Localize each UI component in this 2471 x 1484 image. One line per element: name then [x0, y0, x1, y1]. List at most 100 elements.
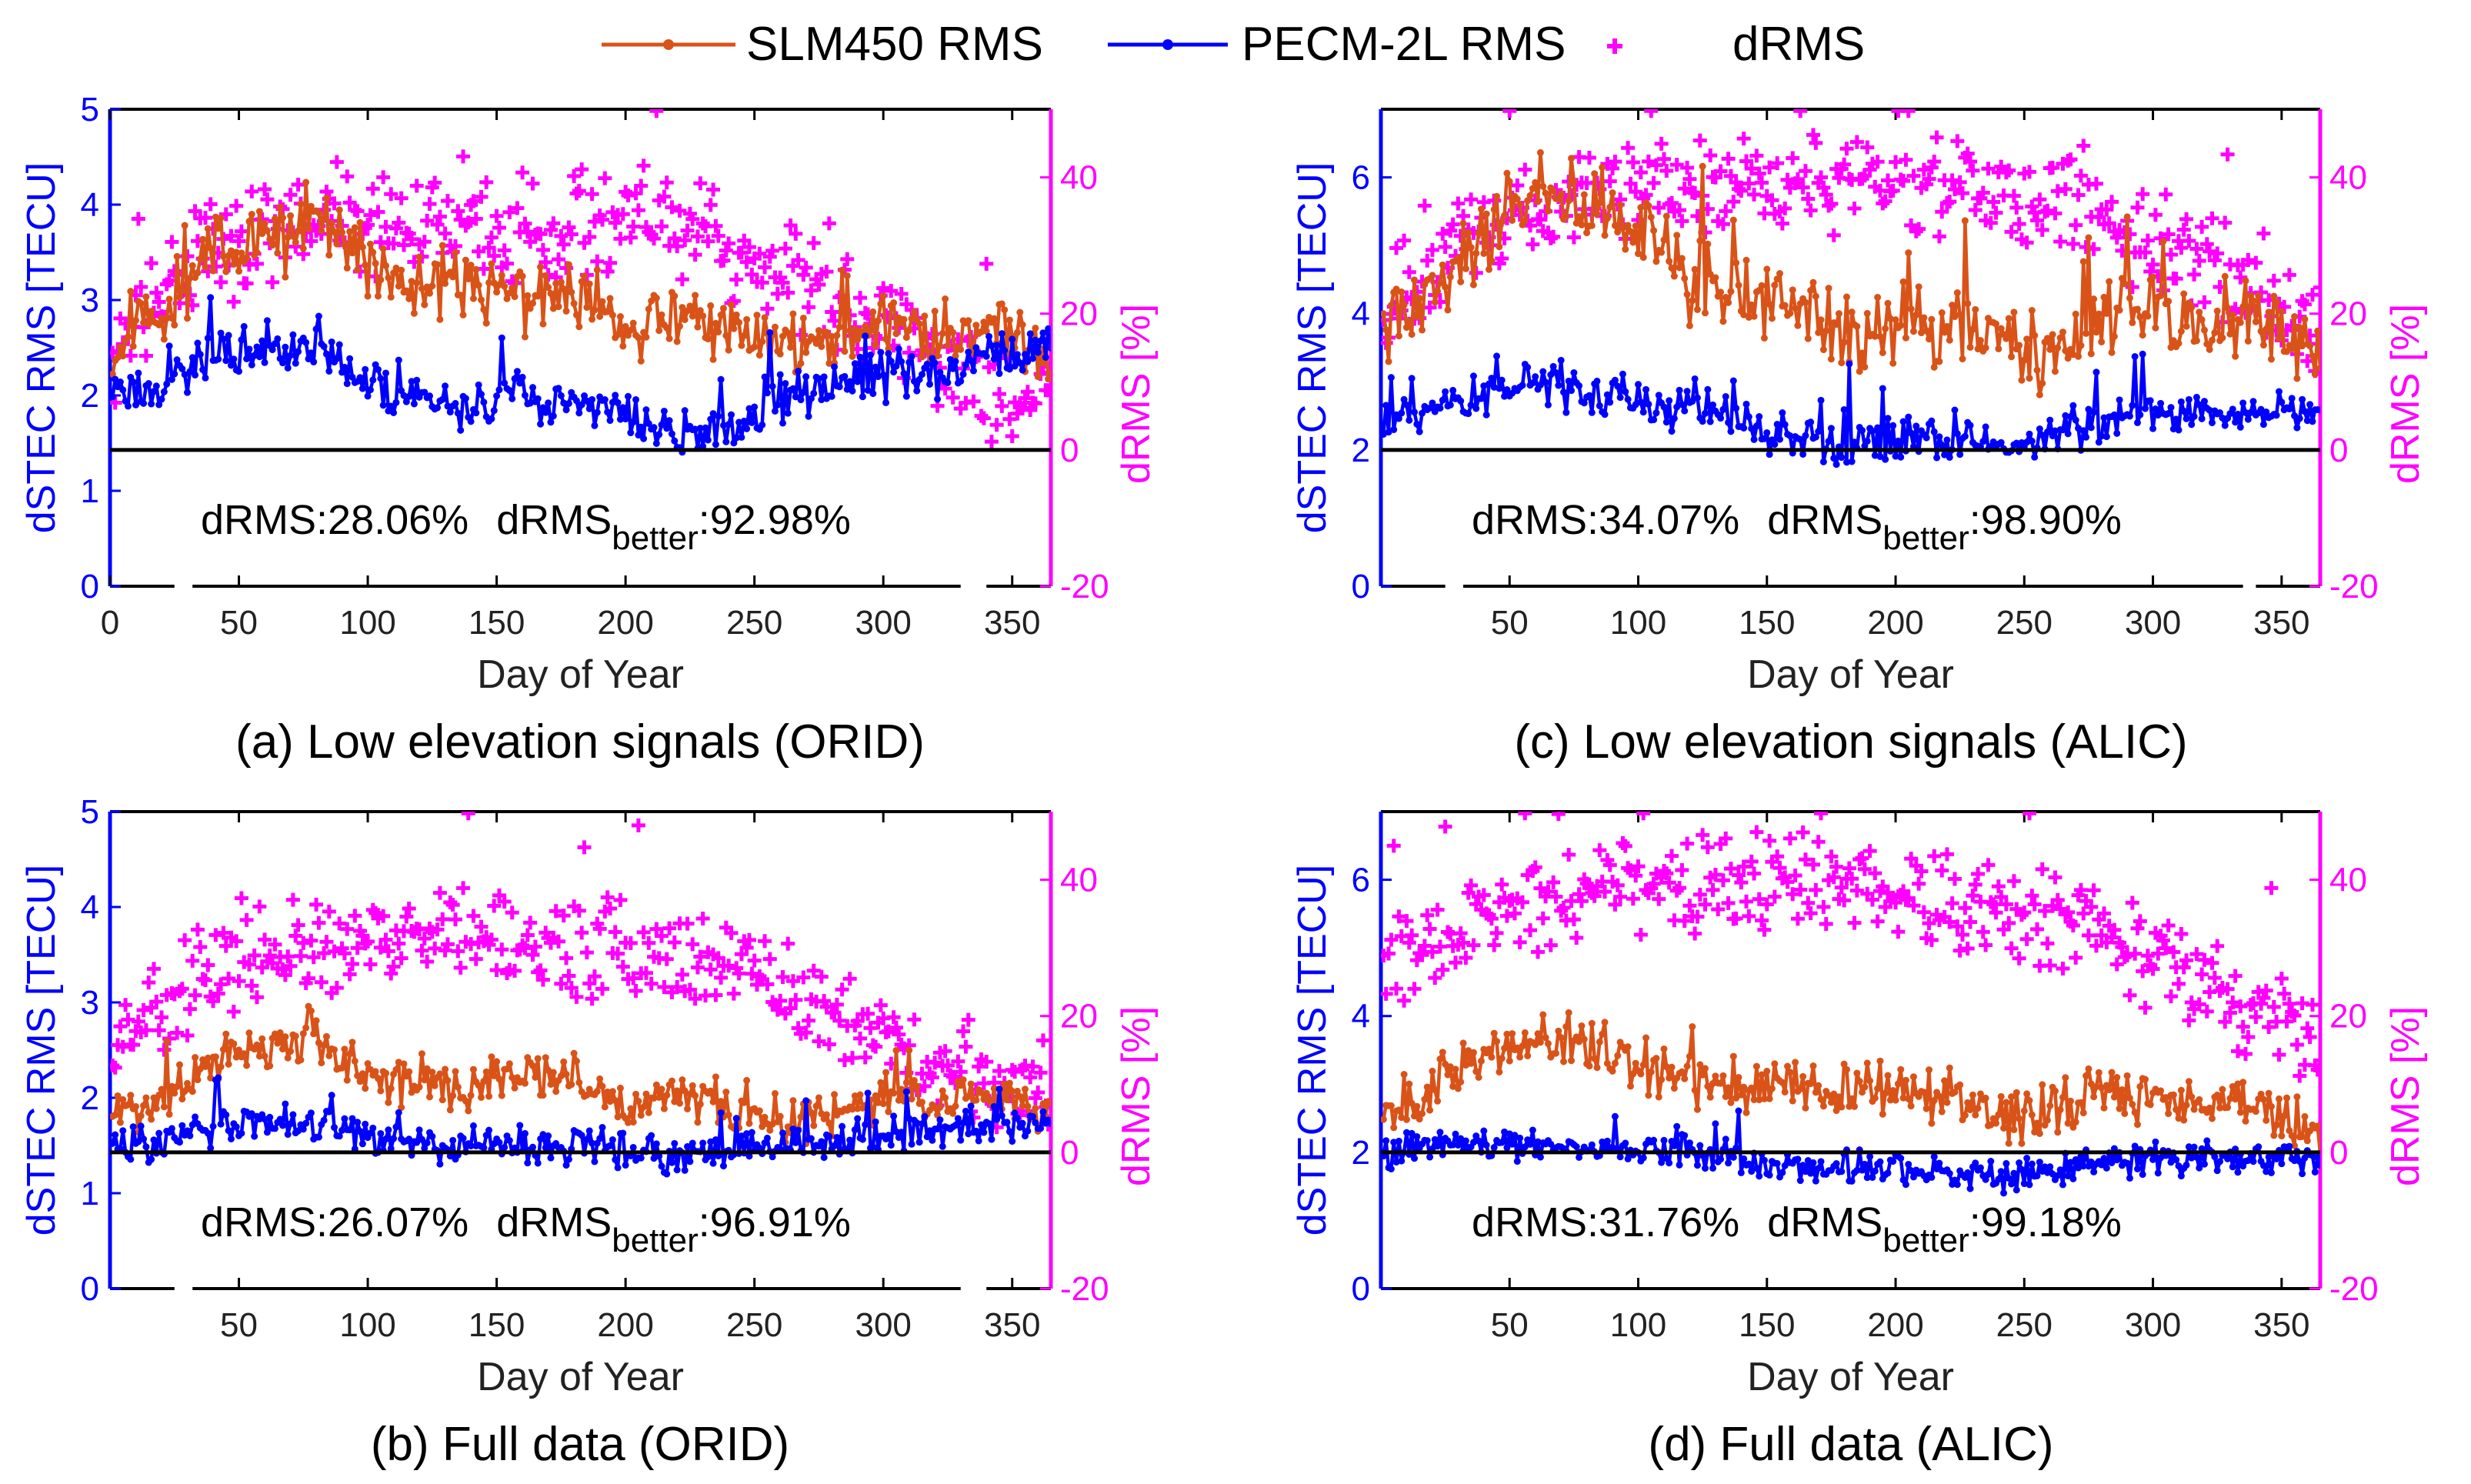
chart-1-series-2-point-188 — [1860, 140, 1875, 155]
chart-2-series-0-point-205 — [637, 1112, 645, 1119]
chart-0-series-0-point-35 — [199, 235, 207, 243]
chart-0-series-1-point-359 — [1034, 348, 1042, 356]
chart-0-series-1-point-3 — [116, 379, 124, 386]
chart-1-series-2-point-271 — [2073, 168, 2088, 183]
chart-1-series-1-point-342 — [2259, 421, 2267, 429]
chart-3-series-1-point-259 — [2046, 1163, 2054, 1171]
chart-2-series-2-point-132 — [445, 898, 460, 912]
chart-1-series-0-point-300 — [2152, 324, 2159, 332]
chart-2-series-1-point-8 — [129, 1123, 137, 1131]
chart-3-series-0-point-183 — [1851, 1102, 1859, 1110]
chart-1-series-0-point-319 — [2200, 326, 2208, 334]
chart-3-series-0-point-198 — [1889, 1087, 1897, 1095]
chart-1-series-0-point-141 — [1742, 256, 1750, 264]
chart-1-series-1-point-195 — [1882, 455, 1889, 463]
chart-2-ytick-right-label-2: 20 — [1060, 998, 1098, 1035]
chart-3-series-0-point-189 — [1866, 1077, 1874, 1085]
chart-0-series-2-point-48 — [229, 198, 244, 213]
chart-2-series-2-point-166 — [533, 963, 548, 978]
chart-3-series-1-point-236 — [1987, 1157, 1995, 1165]
chart-1-series-0-point-89 — [1609, 189, 1616, 197]
chart-1-series-1-point-183 — [1851, 439, 1859, 446]
chart-0-series-1-point-36 — [202, 374, 209, 382]
chart-0-series-1-point-331 — [962, 361, 969, 368]
chart-1-series-2-point-163 — [1796, 180, 1810, 195]
chart-2-series-0-point-274 — [815, 1094, 822, 1102]
chart-0-series-0-point-209 — [648, 297, 655, 305]
chart-0-ytick-left-label-0: 0 — [81, 568, 99, 605]
chart-2-series-1-point-318 — [929, 1136, 936, 1144]
chart-1-series-0-point-210 — [1920, 314, 1928, 322]
chart-0-series-1-point-30 — [186, 368, 194, 375]
chart-2-series-2-point-357 — [1025, 1059, 1040, 1074]
chart-3-series-1-point-1 — [1382, 1137, 1390, 1145]
chart-0-series-0-point-345 — [998, 300, 1005, 308]
chart-2-series-1-point-286 — [846, 1136, 854, 1144]
chart-1-series-2-point-156 — [1778, 201, 1792, 215]
chart-2-series-2-point-14 — [142, 975, 156, 990]
chart-0-series-1-point-231 — [704, 436, 712, 444]
chart-1-series-0-point-230 — [1972, 305, 1979, 313]
chart-1-series-1-point-12 — [1410, 409, 1418, 416]
chart-1-series-0-point-310 — [2177, 328, 2185, 335]
chart-0-series-0-point-162 — [526, 305, 534, 312]
chart-1-series-2-point-336 — [2241, 252, 2256, 267]
chart-0-series-0-point-115 — [405, 295, 413, 302]
chart-0-series-2-point-337 — [974, 409, 989, 423]
chart-0-series-1-point-262 — [784, 409, 792, 417]
chart-3-series-0-point-21 — [1434, 1097, 1442, 1105]
chart-2-series-0-point-197 — [616, 1084, 624, 1092]
chart-3-series-2-point-303 — [2156, 933, 2170, 948]
chart-3-series-0-point-122 — [1693, 1105, 1701, 1113]
chart-0-series-1-point-205 — [637, 423, 645, 431]
chart-3-series-2-point-90 — [1608, 897, 1622, 912]
chart-0-series-2-point-326 — [945, 390, 960, 405]
chart-1-series-0-point-111 — [1666, 258, 1673, 265]
chart-3-series-1-point-363 — [2314, 1154, 2320, 1162]
chart-3-series-0-point-50 — [1509, 1030, 1516, 1038]
chart-0-series-0-point-75 — [302, 178, 310, 186]
chart-1-series-0-point-197 — [1886, 315, 1894, 322]
chart-3-series-1-point-145 — [1752, 1164, 1760, 1172]
chart-1-series-2-point-17 — [1420, 253, 1435, 268]
chart-1-series-2-point-238 — [1989, 205, 2003, 220]
chart-2-series-1-point-193 — [606, 1142, 614, 1149]
chart-1-series-2-point-358 — [2297, 297, 2312, 312]
chart-0-series-1-point-101 — [369, 376, 377, 384]
chart-3-series-0-point-103 — [1645, 1092, 1652, 1099]
chart-0-ytick-right-label-2: 20 — [1060, 295, 1098, 333]
chart-1-series-0-point-170 — [1817, 316, 1825, 324]
chart-0-series-1-point-216 — [665, 417, 673, 425]
chart-2-series-1-point-190 — [599, 1123, 606, 1131]
chart-3-series-2-point-229 — [1966, 889, 1980, 903]
chart-2-series-1-point-177 — [565, 1156, 572, 1163]
chart-3-series-2-point-222 — [1947, 872, 1962, 886]
chart-1-series-1-point-171 — [1819, 458, 1827, 465]
chart-3-series-1-point-310 — [2177, 1172, 2185, 1180]
chart-1-series-1-line — [1382, 352, 2320, 466]
chart-1-series-0-point-144 — [1750, 312, 1758, 320]
chart-0-series-1-point-80 — [315, 312, 322, 320]
chart-0-series-1-point-242 — [732, 434, 740, 442]
chart-3-series-0-point-341 — [2257, 1090, 2265, 1098]
chart-1-series-0-point-269 — [2072, 310, 2079, 318]
chart-1-series-2-point-196 — [1881, 173, 1896, 188]
chart-2-series-2-point-216 — [662, 921, 677, 935]
chart-0-series-1-point-233 — [709, 410, 717, 418]
chart-2-series-1-point-97 — [358, 1140, 366, 1148]
chart-1-series-2-point-175 — [1826, 228, 1841, 242]
chart-2-series-2-point-239 — [722, 959, 736, 973]
chart-3-series-0-point-29 — [1454, 1085, 1462, 1092]
chart-2-series-1-point-55 — [251, 1132, 258, 1140]
chart-2-series-1-point-165 — [534, 1159, 542, 1167]
chart-0-series-1-point-139 — [467, 418, 475, 425]
chart-1-series-1-point-174 — [1827, 425, 1835, 432]
chart-1-series-1-point-337 — [2247, 409, 2255, 416]
chart-0-series-2-point-251 — [752, 246, 767, 261]
chart-1-series-0-point-217 — [1938, 309, 1946, 317]
chart-0-series-2-point-122 — [420, 213, 435, 228]
chart-1-series-1-point-3 — [1387, 374, 1395, 382]
chart-0-series-0-point-220 — [676, 322, 684, 330]
chart-2-series-0-point-322 — [939, 1087, 946, 1095]
chart-1-series-1-point-327 — [2221, 422, 2229, 429]
